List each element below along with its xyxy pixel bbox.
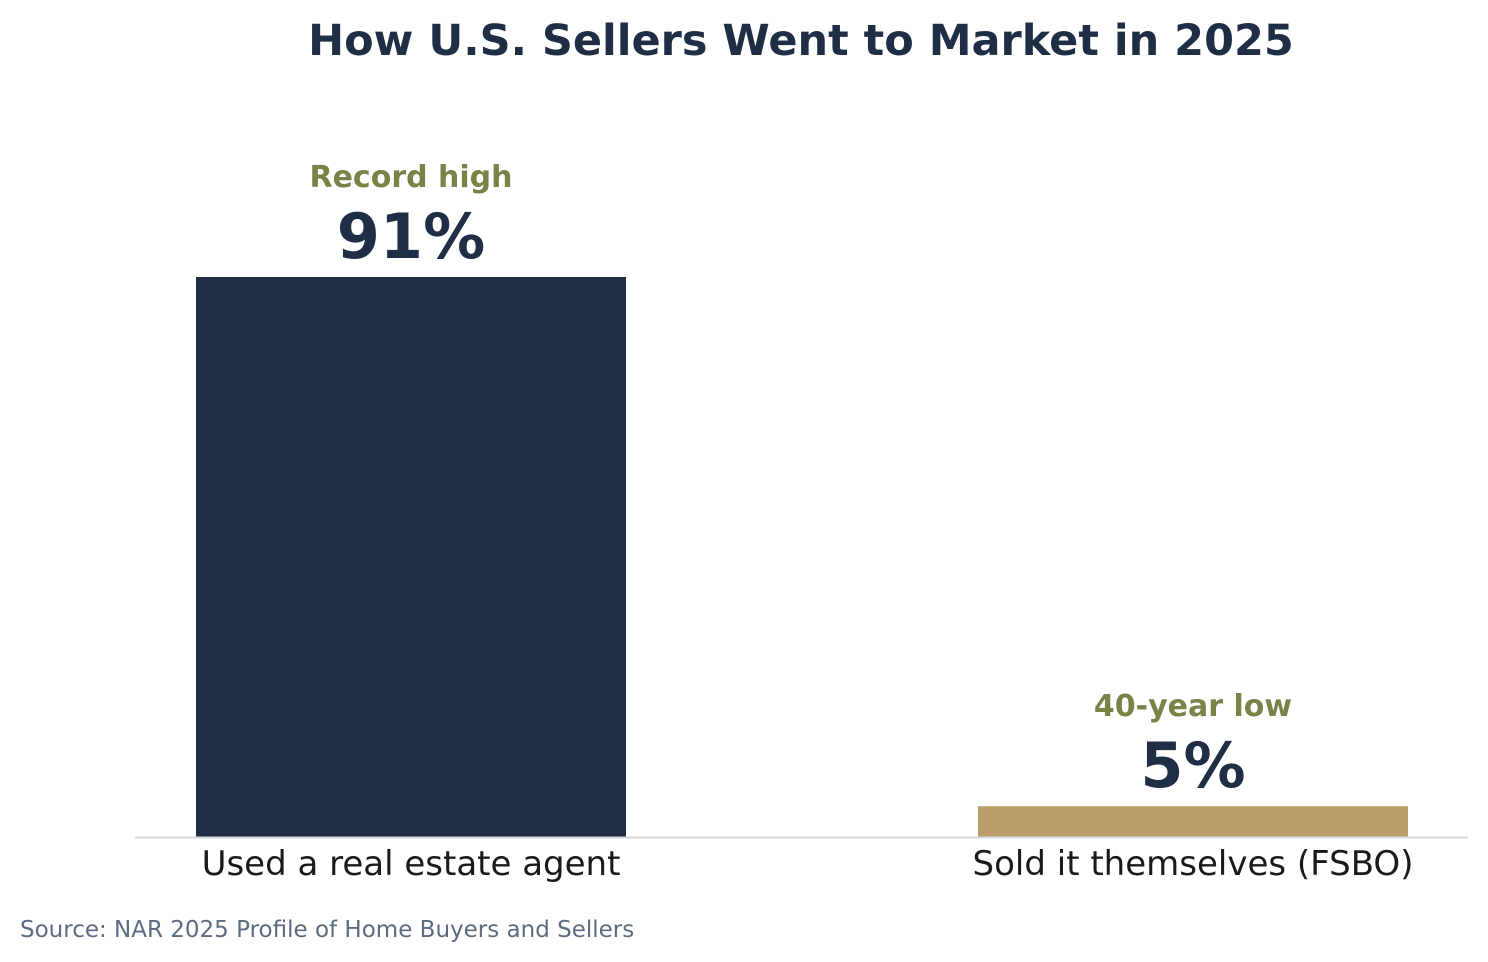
bar-used-a-real-estate-agent bbox=[196, 277, 626, 837]
value-label-sold-it-themselves-fsbo: 5% bbox=[1140, 729, 1245, 802]
annotation-sold-it-themselves-fsbo: 40-year low bbox=[1094, 689, 1292, 724]
bar-sold-it-themselves-fsbo bbox=[978, 806, 1408, 837]
labels-layer: 91% Record high Used a real estate agent 5%… bbox=[202, 160, 1414, 884]
value-label-used-a-real-estate-agent: 91% bbox=[337, 200, 485, 273]
chart-title: How U.S. Sellers Went to Market in 2025 bbox=[308, 16, 1294, 66]
annotation-used-a-real-estate-agent: Record high bbox=[309, 160, 512, 195]
category-label-used-a-real-estate-agent: Used a real estate agent bbox=[202, 844, 621, 884]
source-note: Source: NAR 2025 Profile of Home Buyers … bbox=[20, 917, 634, 943]
bars-layer bbox=[196, 277, 1408, 837]
category-label-sold-it-themselves-fsbo: Sold it themselves (FSBO) bbox=[973, 844, 1414, 884]
